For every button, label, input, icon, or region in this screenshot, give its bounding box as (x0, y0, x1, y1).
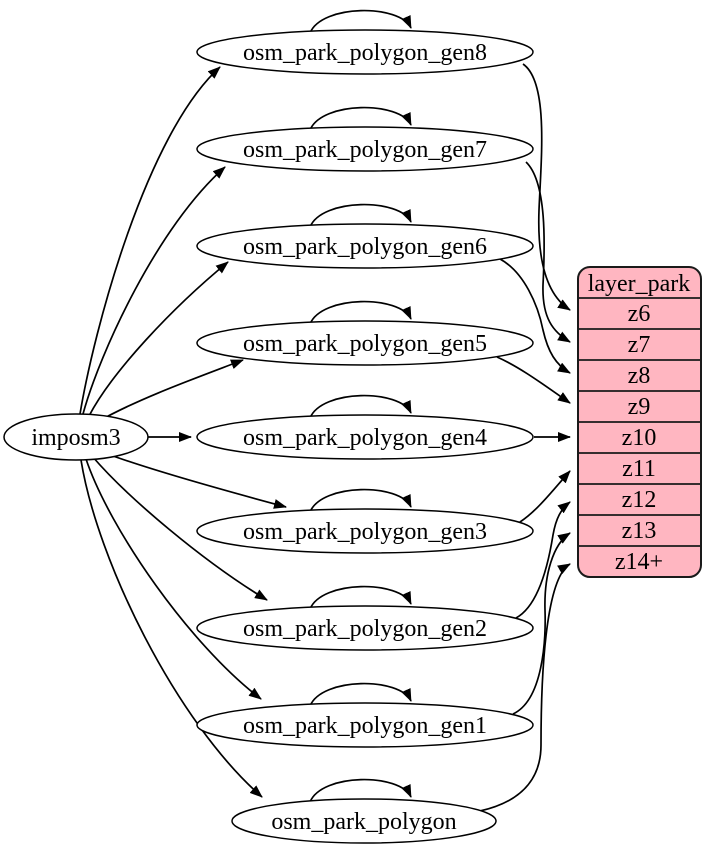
edges-from-imposm3 (79, 66, 287, 798)
edge-gen3-to-z11 (519, 470, 571, 523)
node-osm-park-polygon-gen8: osm_park_polygon_gen8 (196, 29, 534, 75)
node-osm-park-polygon: osm_park_polygon (231, 798, 497, 844)
node-osm-park-polygon-gen6: osm_park_polygon_gen6 (196, 223, 534, 269)
self-loop-gen7 (309, 106, 412, 131)
self-loop-polygon (309, 778, 412, 803)
layer-park-row-z6: z6 (628, 301, 651, 327)
self-loop-gen8 (309, 9, 412, 34)
imposm3-ellipse (3, 413, 149, 461)
gen5-label: osm_park_polygon_gen5 (243, 331, 487, 357)
imposm3-label: imposm3 (31, 425, 120, 451)
edge-imposm3-to-gen2 (91, 455, 268, 601)
edge-polygon-to-z14 (479, 563, 571, 812)
layer-park-row-z11: z11 (622, 456, 656, 482)
layer-park-row-z9: z9 (628, 394, 651, 420)
layer-park-row-z8: z8 (628, 363, 651, 389)
self-loops (309, 9, 412, 803)
gen4-ellipse (196, 414, 534, 460)
self-loop-gen5 (309, 300, 412, 325)
gen4-label: osm_park_polygon_gen4 (243, 425, 487, 451)
node-osm-park-polygon-gen3: osm_park_polygon_gen3 (196, 508, 534, 554)
self-loop-gen2 (309, 585, 412, 610)
node-osm-park-polygon-gen2: osm_park_polygon_gen2 (196, 605, 534, 651)
edge-imposm3-to-polygon (80, 459, 263, 798)
node-imposm3: imposm3 (3, 413, 149, 461)
edge-imposm3-to-gen8 (79, 66, 221, 415)
gen5-ellipse (196, 320, 534, 366)
edge-gen7-to-z7 (525, 161, 571, 343)
node-osm-park-polygon-gen7: osm_park_polygon_gen7 (196, 126, 534, 172)
node-osm-park-polygon-gen4: osm_park_polygon_gen4 (196, 414, 534, 460)
edge-imposm3-to-gen1 (85, 458, 262, 700)
layer-park-row-z14plus: z14+ (615, 549, 663, 575)
layer-park-row-z10: z10 (622, 425, 657, 451)
node-osm-park-polygon-gen5: osm_park_polygon_gen5 (196, 320, 534, 366)
gen3-ellipse (196, 508, 534, 554)
edge-imposm3-to-gen7 (82, 166, 226, 415)
layer-park-row-z7: z7 (628, 332, 651, 358)
edge-gen1-to-z13 (512, 532, 571, 715)
layer-park-row-z12: z12 (622, 487, 657, 513)
edge-imposm3-to-gen5 (98, 359, 244, 422)
edge-gen5-to-z9 (496, 356, 571, 404)
gen2-label: osm_park_polygon_gen2 (243, 616, 487, 642)
gen3-label: osm_park_polygon_gen3 (243, 519, 487, 545)
gen1-ellipse (196, 702, 534, 748)
gen6-label: osm_park_polygon_gen6 (243, 234, 487, 260)
self-loop-gen4 (309, 394, 412, 419)
self-loop-gen3 (309, 488, 412, 513)
gen8-ellipse (196, 29, 534, 75)
polygon-ellipse (231, 798, 497, 844)
gen7-label: osm_park_polygon_gen7 (243, 137, 487, 163)
gen1-label: osm_park_polygon_gen1 (243, 713, 487, 739)
polygon-label: osm_park_polygon (271, 809, 456, 835)
layer-park-row-z13: z13 (622, 518, 657, 544)
node-layer-park: layer_park z6 z7 z8 z9 z10 z11 z12 z13 z… (577, 266, 702, 578)
gen6-ellipse (196, 223, 534, 269)
edge-imposm3-to-gen6 (88, 261, 229, 417)
edge-gen8-to-z6 (522, 63, 571, 311)
gen2-ellipse (196, 605, 534, 651)
edge-imposm3-to-gen3 (101, 451, 287, 509)
gen8-label: osm_park_polygon_gen8 (243, 40, 487, 66)
node-osm-park-polygon-gen1: osm_park_polygon_gen1 (196, 702, 534, 748)
layer-park-title: layer_park (588, 271, 691, 297)
edges-to-layer-park (479, 63, 571, 812)
gen7-ellipse (196, 126, 534, 172)
self-loop-gen6 (309, 203, 412, 228)
edge-gen2-to-z12 (515, 501, 571, 619)
edge-gen6-to-z8 (499, 258, 571, 374)
self-loop-gen1 (309, 682, 412, 707)
